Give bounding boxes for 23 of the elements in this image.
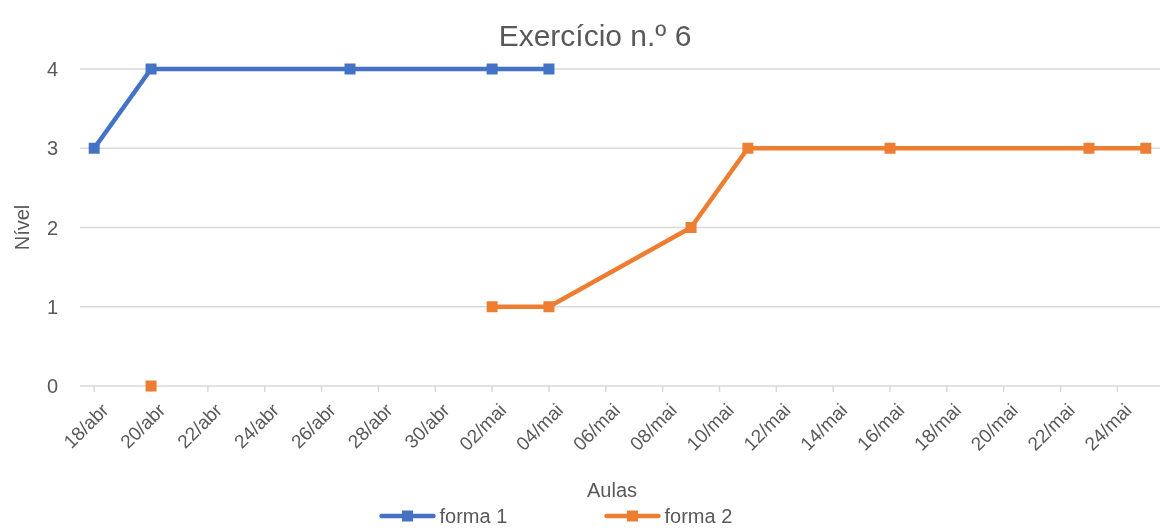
legend-label: forma 2 — [664, 505, 733, 527]
y-tick-label: 3 — [46, 137, 58, 160]
y-tick-label: 1 — [46, 295, 58, 318]
point — [543, 63, 555, 75]
legend-label: forma 1 — [439, 505, 508, 527]
y-tick-label: 2 — [46, 216, 58, 239]
y-axis-title: Nível — [11, 204, 33, 251]
point — [543, 301, 555, 313]
point — [344, 63, 356, 75]
y-tick-label: 0 — [46, 375, 58, 397]
point — [1083, 142, 1095, 154]
chart-title: Exercício n.º 6 — [498, 19, 692, 52]
point — [685, 222, 697, 233]
point — [1140, 142, 1152, 154]
y-tick-label: 4 — [46, 58, 58, 80]
point — [145, 380, 157, 392]
x-axis-title: Aulas — [586, 479, 638, 501]
point — [145, 63, 157, 75]
point — [884, 142, 896, 154]
point — [88, 142, 100, 154]
point — [742, 142, 754, 154]
point — [486, 63, 498, 75]
point — [486, 301, 498, 313]
